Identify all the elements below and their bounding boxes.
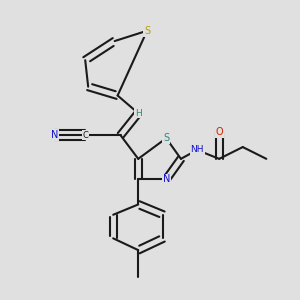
Text: H: H [135, 109, 142, 118]
Text: N: N [51, 130, 58, 140]
Text: S: S [163, 133, 169, 143]
Text: N: N [163, 174, 170, 184]
Text: NH: NH [190, 146, 204, 154]
Text: S: S [144, 26, 150, 36]
Text: O: O [215, 127, 223, 137]
Text: C: C [82, 131, 88, 140]
